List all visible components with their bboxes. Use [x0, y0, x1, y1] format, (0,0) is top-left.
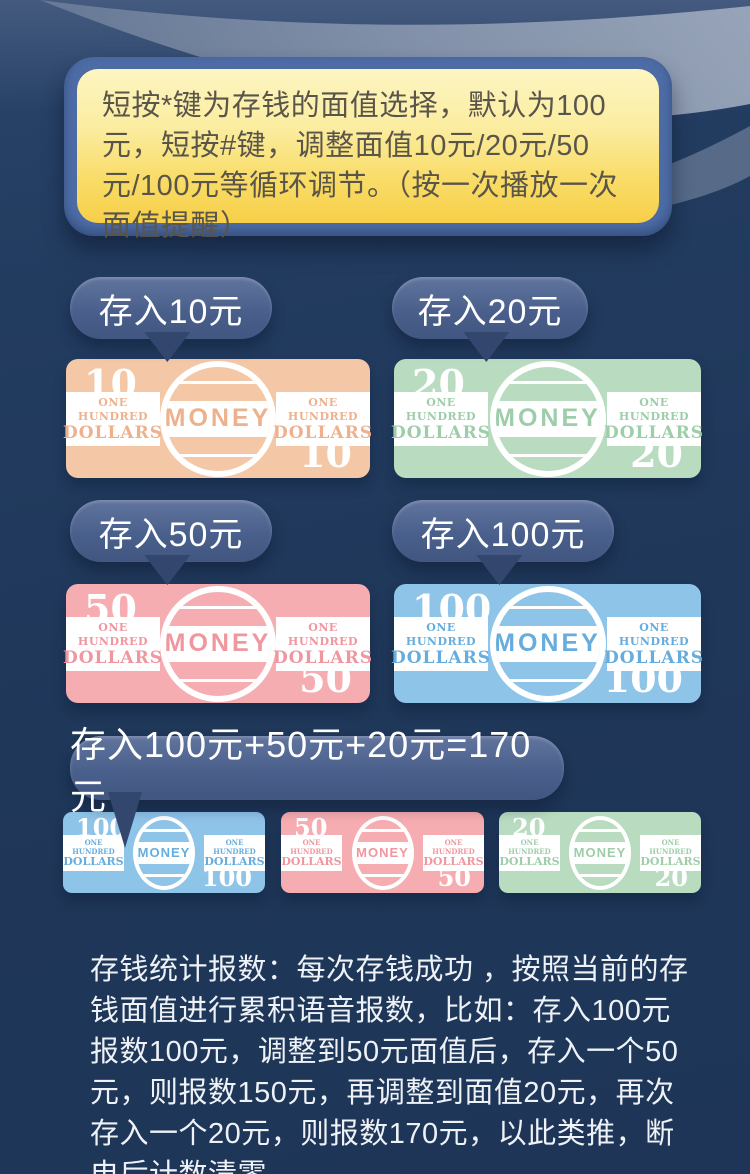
band-caption-bottom: DOLLARS [423, 854, 484, 868]
note-center-seal: MONEY [489, 360, 606, 477]
note-value-topleft: 50 [294, 813, 328, 842]
band-caption-bottom: DOLLARS [63, 854, 124, 868]
note-center-seal: MONEY [489, 585, 606, 702]
note-value-topleft: 100 [412, 586, 492, 631]
note-center-seal: MONEY [133, 815, 195, 890]
note-left-band: ONE HUNDRED DOLLARS [390, 616, 492, 671]
note-right-band: ONE HUNDRED DOLLARS [603, 616, 705, 671]
band-caption-top: ONE HUNDRED [649, 837, 692, 856]
deposit-100-bubble: 存入100元 [392, 500, 614, 562]
note-value-topleft: 50 [84, 586, 137, 631]
band-caption-bottom: DOLLARS [281, 854, 342, 868]
instruction-callout-panel: 短按*键为存钱的面值选择，默认为100元，短按#键，调整面值10元/20元/50… [64, 57, 672, 242]
band-caption-bottom: DOLLARS [499, 854, 560, 868]
band-caption-top: ONE HUNDRED [287, 395, 359, 423]
counting-description-text: 存钱统计报数：每次存钱成功 ，按照当前的存钱面值进行累积语音报数，比如：存入10… [90, 954, 689, 1174]
note-left-band: ONE HUNDRED DOLLARS [62, 616, 164, 671]
note-left-band: ONE HUNDRED DOLLARS [390, 391, 492, 446]
note-right-band: ONE HUNDRED DOLLARS [204, 834, 265, 871]
note-left-band: ONE HUNDRED DOLLARS [281, 834, 342, 871]
instruction-callout-text: 短按*键为存钱的面值选择，默认为100元，短按#键，调整面值10元/20元/50… [102, 90, 618, 242]
deposit-10-bubble: 存入10元 [70, 277, 272, 339]
seal-line-top [170, 380, 266, 384]
band-caption-bottom: DOLLARS [62, 422, 164, 443]
note-center-seal: MONEY [160, 360, 276, 477]
note-right-band: ONE HUNDRED DOLLARS [640, 834, 701, 871]
seal-brand-money: MONEY [166, 400, 270, 437]
seal-line-top [499, 605, 596, 609]
band-caption-top: ONE HUNDRED [405, 620, 477, 648]
note-left-band: ONE HUNDRED DOLLARS [499, 834, 560, 871]
band-caption-bottom: DOLLARS [390, 422, 492, 443]
band-caption-top: ONE HUNDRED [213, 837, 256, 856]
seal-line-bottom [141, 873, 187, 877]
seal-brand-money: MONEY [495, 400, 600, 437]
banknote-100: 100 ONE HUNDRED DOLLARS MONEY ONE HUNDRE… [390, 584, 705, 703]
seal-brand-money: MONEY [166, 625, 270, 662]
seal-line-bottom [499, 678, 596, 682]
deposit-sum-bubble: 存入100元+50元+20元=170元 [70, 724, 564, 848]
banknote-50: 50 ONE HUNDRED DOLLARS MONEY ONE HUNDRED… [62, 584, 374, 703]
seal-line-bottom [577, 873, 623, 877]
band-caption-bottom: DOLLARS [603, 422, 705, 443]
band-caption-top: ONE HUNDRED [72, 837, 115, 856]
note-value-bottomright: 10 [299, 431, 352, 476]
seal-line-top [141, 828, 187, 832]
seal-line-top [359, 828, 406, 832]
band-caption-top: ONE HUNDRED [432, 837, 475, 856]
note-value-bottomright: 50 [299, 656, 352, 701]
note-value-bottomright: 100 [603, 656, 683, 701]
band-caption-top: ONE HUNDRED [77, 395, 149, 423]
seal-line-top [499, 380, 596, 384]
band-caption-bottom: DOLLARS [603, 647, 705, 668]
band-caption-bottom: DOLLARS [272, 647, 374, 668]
band-caption-bottom: DOLLARS [204, 854, 265, 868]
seal-brand-money: MONEY [137, 841, 191, 864]
band-caption-bottom: DOLLARS [640, 854, 701, 868]
band-caption-top: ONE HUNDRED [405, 395, 477, 423]
note-left-band: ONE HUNDRED DOLLARS [62, 391, 164, 446]
seal-brand-money: MONEY [573, 841, 627, 864]
note-right-band: ONE HUNDRED DOLLARS [272, 616, 374, 671]
small-banknote-100: 100 ONE HUNDRED DOLLARS MONEY ONE HUNDRE… [63, 812, 265, 893]
small-banknote-50: 50 ONE HUNDRED DOLLARS MONEY ONE HUNDRED… [281, 812, 484, 893]
seal-line-bottom [359, 873, 406, 877]
instruction-callout-fill: 短按*键为存钱的面值选择，默认为100元，短按#键，调整面值10元/20元/50… [77, 69, 659, 242]
banknote-20: 20 ONE HUNDRED DOLLARS MONEY ONE HUNDRED… [390, 359, 705, 478]
banknote-10: 10 ONE HUNDRED DOLLARS MONEY ONE HUNDRED… [62, 359, 374, 478]
band-caption-top: ONE HUNDRED [618, 620, 690, 648]
note-value-bottomright: 50 [437, 863, 471, 892]
note-center-seal: MONEY [569, 815, 631, 890]
note-right-band: ONE HUNDRED DOLLARS [272, 391, 374, 446]
note-right-band: ONE HUNDRED DOLLARS [423, 834, 484, 871]
band-caption-top: ONE HUNDRED [508, 837, 551, 856]
note-value-topleft: 20 [412, 361, 465, 406]
seal-line-top [577, 828, 623, 832]
note-right-band: ONE HUNDRED DOLLARS [603, 391, 705, 446]
seal-line-bottom [170, 678, 266, 682]
note-value-bottomright: 20 [630, 431, 683, 476]
note-value-topleft: 10 [84, 361, 137, 406]
band-caption-bottom: DOLLARS [62, 647, 164, 668]
note-center-seal: MONEY [351, 815, 414, 890]
seal-line-top [170, 605, 266, 609]
band-caption-bottom: DOLLARS [390, 647, 492, 668]
note-value-bottomright: 100 [201, 863, 252, 892]
note-center-seal: MONEY [160, 585, 276, 702]
band-caption-top: ONE HUNDRED [77, 620, 149, 648]
seal-line-bottom [170, 453, 266, 457]
note-value-bottomright: 20 [654, 863, 688, 892]
band-caption-bottom: DOLLARS [272, 422, 374, 443]
deposit-50-bubble: 存入50元 [70, 500, 272, 562]
band-caption-top: ONE HUNDRED [290, 837, 333, 856]
seal-line-bottom [499, 453, 596, 457]
deposit-20-bubble: 存入20元 [392, 277, 588, 339]
note-value-topleft: 20 [512, 813, 546, 842]
seal-brand-money: MONEY [495, 625, 600, 662]
seal-brand-money: MONEY [355, 841, 410, 864]
band-caption-top: ONE HUNDRED [287, 620, 359, 648]
small-banknote-20: 20 ONE HUNDRED DOLLARS MONEY ONE HUNDRED… [499, 812, 701, 893]
band-caption-top: ONE HUNDRED [618, 395, 690, 423]
